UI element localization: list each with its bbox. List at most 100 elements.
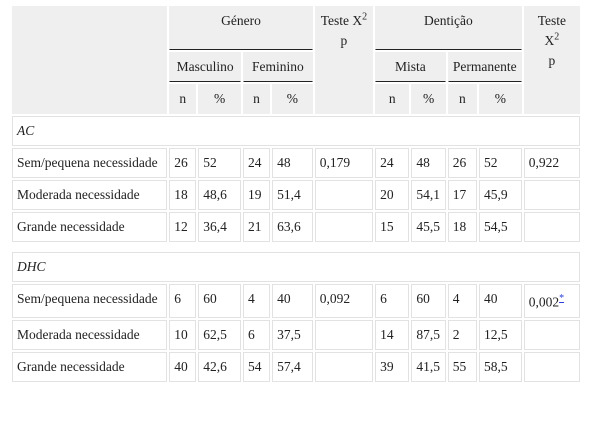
cell: 52	[478, 148, 522, 178]
spacer	[12, 244, 580, 250]
cell: 54,1	[411, 180, 446, 210]
sub-header: Masculino	[169, 52, 241, 82]
cell: 12,5	[478, 319, 522, 350]
unit-header: %	[411, 84, 446, 114]
cell: 54	[242, 351, 271, 382]
cell	[314, 351, 374, 382]
row-label: Grande necessidade	[12, 212, 168, 242]
cell: 52	[198, 148, 241, 178]
test-suffix: p	[548, 53, 556, 68]
data-row: Moderada necessidade 10 62,5 6 37,5 14 87,5 2 12…	[12, 319, 580, 350]
cell: 6	[375, 284, 410, 318]
test-header: Teste X2 p	[523, 6, 580, 114]
cell: 21	[242, 212, 271, 242]
cell: 26	[169, 148, 197, 178]
cell	[523, 180, 580, 210]
group-header: Género	[169, 6, 313, 50]
cell: 14	[375, 319, 410, 350]
unit-header: n	[169, 84, 197, 114]
cell: 87,5	[411, 319, 446, 350]
unit-header: %	[272, 84, 313, 114]
test-prefix: Teste X	[537, 13, 566, 48]
sub-header: Permanente	[447, 52, 522, 82]
data-row: Moderada necessidade 18 48,6 19 51,4 20 54,1 17…	[12, 180, 580, 210]
cell	[523, 319, 580, 350]
row-label: Sem/pequena necessidade	[12, 148, 168, 178]
unit-header: %	[478, 84, 522, 114]
cell: 17	[447, 180, 477, 210]
cell: 57,4	[272, 351, 313, 382]
header-row: Masculino Feminino Mista Permanente	[12, 52, 580, 82]
test-suffix: p	[340, 33, 348, 48]
cell: 20	[375, 180, 410, 210]
cell: 18	[169, 180, 197, 210]
corner	[12, 6, 168, 114]
unit-header: %	[198, 84, 241, 114]
test-sup: 2	[362, 11, 368, 23]
cell: 42,6	[198, 351, 241, 382]
cell: 2	[447, 319, 477, 350]
data-row: Sem/pequena necessidade 26 52 24 48 0,179 24 48…	[12, 148, 580, 178]
cell: 0,002*	[523, 284, 580, 318]
cell: 54,5	[478, 212, 522, 242]
section-title: AC	[12, 116, 580, 146]
cell: 40	[272, 284, 313, 318]
cell: 55	[447, 351, 477, 382]
cell: 10	[169, 319, 197, 350]
cell: 6	[169, 284, 197, 318]
cell: 0,092	[314, 284, 374, 318]
cell: 4	[242, 284, 271, 318]
cell	[314, 319, 374, 350]
cell: 0,922	[523, 148, 580, 178]
cell: 51,4	[272, 180, 313, 210]
cell: 45,5	[411, 212, 446, 242]
cell	[314, 212, 374, 242]
sub-header: Feminino	[242, 52, 313, 82]
unit-header: n	[447, 84, 477, 114]
cell: 24	[242, 148, 271, 178]
cell: 26	[447, 148, 477, 178]
row-label: Sem/pequena necessidade	[12, 284, 168, 318]
spacer-cell	[12, 244, 580, 250]
cell: 60	[411, 284, 446, 318]
section-title: DHC	[12, 252, 580, 282]
cell: 4	[447, 284, 477, 318]
cell: 36,4	[198, 212, 241, 242]
row-label: Moderada necessidade	[12, 319, 168, 350]
cell: 48,6	[198, 180, 241, 210]
section-row: AC	[12, 116, 580, 146]
data-row: Grande necessidade 40 42,6 54 57,4 39 41,5 55 58…	[12, 351, 580, 382]
data-row: Grande necessidade 12 36,4 21 63,6 15 45,5 18 54…	[12, 212, 580, 242]
header-row: Género Teste X2 p Dentição Teste X2 p	[12, 6, 580, 114]
cell: 19	[242, 180, 271, 210]
cell	[523, 351, 580, 382]
cell: 40	[169, 351, 197, 382]
test-prefix: Teste X	[320, 13, 363, 28]
footnote-link[interactable]: *	[559, 293, 565, 304]
cell: 15	[375, 212, 410, 242]
data-row: Sem/pequena necessidade 6 60 4 40 0,092 6 60 4 40…	[12, 284, 580, 318]
sub-header: Mista	[375, 52, 446, 82]
cell: 12	[169, 212, 197, 242]
cell: 48	[272, 148, 313, 178]
cell: 0,179	[314, 148, 374, 178]
cell: 37,5	[272, 319, 313, 350]
cell: 60	[198, 284, 241, 318]
row-label: Grande necessidade	[12, 351, 168, 382]
cell: 41,5	[411, 351, 446, 382]
cell: 18	[447, 212, 477, 242]
cell: 39	[375, 351, 410, 382]
unit-header: n	[242, 84, 271, 114]
cell: 24	[375, 148, 410, 178]
cell: 63,6	[272, 212, 313, 242]
cell: 45,9	[478, 180, 522, 210]
cell: 40	[478, 284, 522, 318]
test-sup: 2	[554, 31, 560, 43]
row-label: Moderada necessidade	[12, 180, 168, 210]
section-row: DHC	[12, 252, 580, 282]
group-header: Dentição	[375, 6, 522, 50]
cell: 48	[411, 148, 446, 178]
unit-header: n	[375, 84, 410, 114]
cell: 6	[242, 319, 271, 350]
